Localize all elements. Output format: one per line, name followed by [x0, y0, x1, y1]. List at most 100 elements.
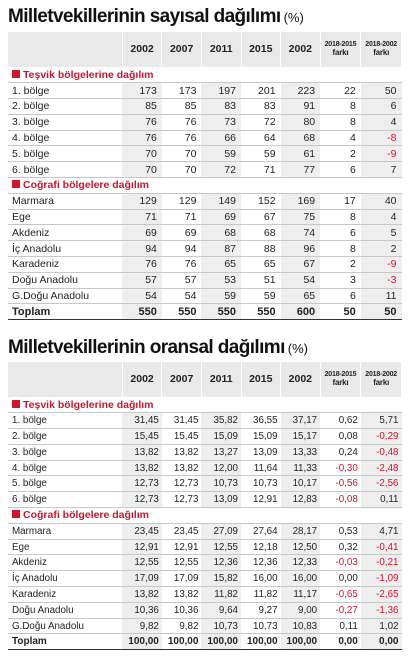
year-header: 2002: [122, 362, 163, 397]
row-label: 1. bölge: [8, 82, 123, 100]
value-cell: -9: [360, 256, 402, 273]
row-label: 1. bölge: [8, 412, 123, 430]
value-cell: 15,17: [280, 428, 321, 445]
value-cell: 71: [161, 209, 202, 226]
value-cell: 59: [241, 145, 281, 163]
value-cell: 23,45: [122, 523, 162, 540]
value-cell: -8: [360, 130, 402, 147]
row-label: Doğu Anadolu: [8, 272, 123, 289]
value-cell: 66: [201, 130, 241, 147]
value-cell: 13,09: [201, 491, 241, 509]
value-cell: 12,36: [201, 554, 241, 572]
value-cell: 0,24: [320, 444, 361, 461]
value-cell: 0,00: [320, 570, 361, 588]
value-cell: 4,71: [360, 523, 402, 540]
value-cell: 94: [122, 240, 162, 258]
diff-header-label: farkı: [332, 378, 349, 388]
total-row: Toplam 100,00 100,00 100,00 100,00 100,00 0,00…: [8, 633, 402, 651]
value-cell: 3: [320, 272, 361, 289]
value-cell: 10,83: [280, 618, 321, 635]
value-cell: -2,65: [360, 586, 402, 603]
value-cell: 169: [280, 193, 321, 210]
value-cell: 76: [161, 130, 202, 147]
value-cell: 11,82: [241, 586, 281, 603]
total-value: 100,00: [201, 633, 241, 651]
value-cell: 54: [161, 288, 202, 305]
value-cell: 9,82: [122, 618, 162, 635]
table2-title-text: Milletvekillerinin oransal dağılımı: [8, 337, 285, 358]
value-cell: 11,64: [241, 460, 281, 477]
red-square-icon: [12, 510, 20, 519]
section-title: Teşvik bölgelerine dağılım: [8, 397, 402, 414]
value-cell: 4: [360, 209, 402, 226]
value-cell: -2,56: [360, 475, 402, 493]
value-cell: 12,00: [201, 460, 241, 477]
total-value: 100,00: [161, 633, 202, 651]
diff-header-years: 2018-2015: [324, 41, 357, 49]
row-label: İç Anadolu: [8, 570, 123, 588]
table-row: 1. bölge 31,45 31,45 35,82 36,55 37,17 0,62 5,7…: [8, 412, 402, 430]
table-row: 1. bölge 173 173 197 201 223 22 50: [8, 82, 402, 100]
value-cell: 13,33: [280, 444, 321, 461]
row-label: 6. bölge: [8, 491, 123, 509]
value-cell: 96: [280, 240, 321, 258]
seat-count-table: 2002 2007 2011 2015 2002 2018-2015 farkı 2018-2…: [8, 32, 402, 321]
value-cell: 13,09: [241, 444, 281, 461]
total-row: Toplam 550 550 550 550 600 50 50: [8, 303, 402, 321]
value-cell: 67: [241, 209, 281, 226]
table-row: 5. bölge 70 70 59 59 61 2 -9: [8, 145, 402, 163]
value-cell: 37,17: [280, 412, 321, 430]
table-row: İç Anadolu 17,09 17,09 15,82 16,00 16,00 0,00-…: [8, 570, 402, 588]
value-cell: 12,18: [241, 539, 281, 556]
value-cell: -2,48: [360, 460, 402, 477]
value-cell: 76: [161, 114, 202, 131]
diff-header-label: farkı: [373, 48, 390, 58]
value-cell: -0,56: [320, 475, 361, 493]
value-cell: 71: [241, 161, 281, 179]
value-cell: 9,27: [241, 602, 281, 619]
value-cell: 23,45: [161, 523, 202, 540]
value-cell: 57: [161, 272, 202, 289]
value-cell: 9,64: [201, 602, 241, 619]
value-cell: 10,73: [241, 475, 281, 493]
section-title: Coğrafi bölgelere dağılım: [8, 507, 402, 524]
value-cell: 13,82: [122, 444, 162, 461]
value-cell: 94: [161, 240, 202, 258]
total-label: Toplam: [8, 633, 123, 651]
value-cell: 223: [280, 82, 321, 100]
value-cell: 76: [122, 130, 162, 147]
value-cell: 54: [122, 288, 162, 305]
year-header: 2002: [122, 32, 163, 67]
value-cell: 35,82: [201, 412, 241, 430]
table-row: 2. bölge 85 85 83 83 91 8 6: [8, 98, 402, 115]
row-label: 2. bölge: [8, 428, 123, 445]
value-cell: 75: [280, 209, 321, 226]
value-cell: 17: [320, 193, 361, 210]
value-cell: 28,17: [280, 523, 321, 540]
value-cell: 0,53: [320, 523, 361, 540]
section-header-row: Teşvik bölgelerine dağılım: [8, 67, 402, 84]
table-body: Teşvik bölgelerine dağılım 1. bölge 31,45 3…: [8, 397, 402, 651]
red-square-icon: [12, 69, 20, 78]
table-row: 6. bölge 12,73 12,73 13,09 12,91 12,83 -0,08 0,…: [8, 491, 402, 509]
value-cell: 12,50: [280, 539, 321, 556]
value-cell: 6: [320, 224, 361, 242]
row-label: Karadeniz: [8, 586, 123, 603]
section-title-text: Coğrafi bölgelere dağılım: [23, 179, 150, 192]
table-row: G.Doğu Anadolu 9,82 9,82 10,73 10,73 10,83 0,1…: [8, 618, 402, 635]
value-cell: 201: [241, 82, 281, 100]
value-cell: 59: [201, 288, 241, 305]
value-cell: 7: [360, 161, 402, 179]
value-cell: 8: [320, 114, 361, 131]
table1-title: Milletvekillerinin sayısal dağılımı (%): [8, 6, 304, 28]
value-cell: 0,32: [320, 539, 361, 556]
value-cell: 85: [122, 98, 162, 115]
value-cell: 15,82: [201, 570, 241, 588]
year-header: 2002: [280, 362, 321, 397]
diff-header-label: farkı: [373, 378, 390, 388]
value-cell: 12,55: [122, 554, 162, 572]
value-cell: 70: [122, 145, 162, 163]
value-cell: -9: [360, 145, 402, 163]
table-row: 5. bölge 12,73 12,73 10,73 10,73 10,17 -0,56 -2…: [8, 475, 402, 493]
table-row: 3. bölge 13,82 13,82 13,27 13,09 13,33 0,24 -0,…: [8, 444, 402, 461]
